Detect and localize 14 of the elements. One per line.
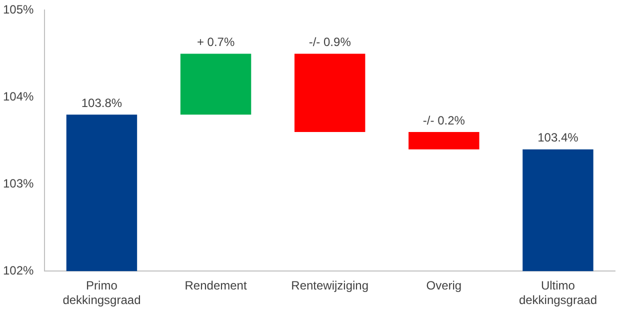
y-tick-label: 105% xyxy=(2,2,34,17)
x-tick-label: Rentewijziging xyxy=(291,278,369,293)
x-tick-label: Primo dekkingsgraad xyxy=(62,278,141,308)
y-tick-label: 104% xyxy=(2,90,34,104)
data-label: 103.8% xyxy=(81,96,122,110)
x-tick-label: Overig xyxy=(426,278,462,293)
data-label: -/- 0.2% xyxy=(422,113,466,128)
data-label: + 0.7% xyxy=(196,35,235,50)
x-tick-label: Rendement xyxy=(184,278,248,293)
data-label: -/- 0.9% xyxy=(308,35,352,50)
y-tick-label: 103% xyxy=(2,176,34,191)
data-label: 103.4% xyxy=(538,130,579,145)
x-tick-label: Ultimo dekkingsgraad xyxy=(518,278,597,308)
y-tick-label: 102% xyxy=(2,264,34,278)
